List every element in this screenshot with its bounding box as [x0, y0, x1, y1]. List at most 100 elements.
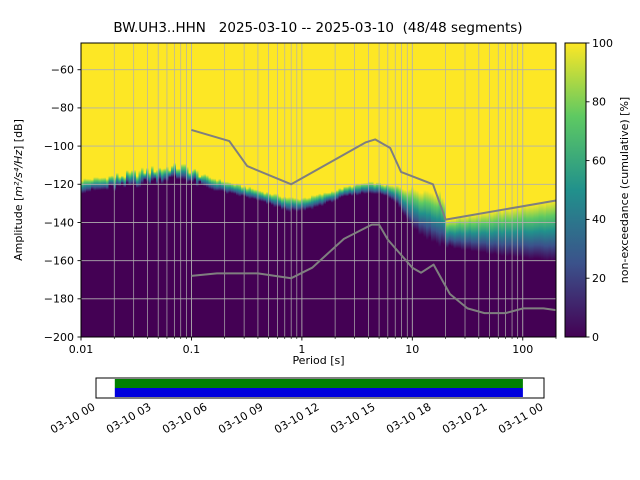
y-tick-label: −100 — [44, 140, 74, 153]
x-tick-label: 0.1 — [183, 343, 201, 356]
heatmap-strip — [236, 43, 239, 337]
timeline-date-label: 03-11 00 — [496, 400, 545, 436]
heatmap-strip — [386, 43, 389, 337]
heatmap-strip — [103, 43, 107, 337]
heatmap-strip — [98, 43, 102, 337]
heatmap-strip — [163, 43, 167, 337]
heatmap-strip — [123, 43, 127, 337]
timeline-date-label: 03-10 06 — [160, 400, 209, 436]
heatmap-strip — [331, 43, 334, 337]
heatmap-strip — [443, 43, 447, 337]
heatmap-strip — [461, 43, 464, 337]
timeline-date-label: 03-10 18 — [384, 400, 433, 436]
heatmap-strip — [161, 43, 164, 337]
heatmap-strip — [238, 43, 242, 337]
heatmap-strip — [481, 43, 484, 337]
heatmap-strip — [398, 43, 402, 337]
heatmap-strip — [256, 43, 259, 337]
heatmap-strip — [271, 43, 274, 337]
x-tick-label: 10 — [405, 343, 419, 356]
nlnm-noise-model-curve — [191, 223, 557, 315]
figure-title: BW.UH3..HHN 2025-03-10 -- 2025-03-10 (48… — [113, 20, 522, 36]
timeline-date-label: 03-10 21 — [440, 400, 489, 436]
heatmap-strip — [353, 43, 357, 337]
heatmap-strip — [391, 43, 394, 337]
heatmap-strip — [96, 43, 99, 337]
heatmap-strip — [281, 43, 284, 337]
heatmap-strip — [268, 43, 272, 337]
heatmap-strip — [371, 43, 374, 337]
heatmap-strip — [468, 43, 472, 337]
heatmap-strip — [381, 43, 384, 337]
heatmap-strip — [483, 43, 487, 337]
heatmap-strip — [363, 43, 367, 337]
heatmap-strip — [141, 43, 144, 337]
heatmap-strip — [158, 43, 162, 337]
heatmap-strip — [451, 43, 454, 337]
heatmap-strip — [328, 43, 332, 337]
heatmap-strip — [396, 43, 399, 337]
heatmap-strip — [288, 43, 292, 337]
heatmap-strip — [113, 43, 117, 337]
x-axis-label: Period [s] — [292, 354, 344, 367]
y-tick-label: −140 — [44, 216, 74, 229]
y-tick-label: −60 — [51, 64, 74, 77]
heatmap-strip — [208, 43, 212, 337]
heatmap-strip — [431, 43, 434, 337]
heatmap-strip — [218, 43, 222, 337]
heatmap-strip — [373, 43, 377, 337]
heatmap-strip — [476, 43, 479, 337]
heatmap-strip — [346, 43, 349, 337]
heatmap-strip — [201, 43, 204, 337]
heatmap-strip — [338, 43, 342, 337]
y-tick-label: −200 — [44, 331, 74, 344]
heatmap-strip — [303, 43, 307, 337]
heatmap-strip — [286, 43, 289, 337]
heatmap-strip — [388, 43, 392, 337]
heatmap-strip — [473, 43, 477, 337]
heatmap-strip — [501, 43, 504, 337]
heatmap-strip — [541, 43, 544, 337]
colorbar-tick-label: 100 — [592, 37, 613, 50]
heatmap-strip — [471, 43, 474, 337]
heatmap-strip — [221, 43, 224, 337]
heatmap-strip — [423, 43, 427, 337]
heatmap-strip — [151, 43, 154, 337]
heatmap-strip — [448, 43, 452, 337]
heatmap-strip — [341, 43, 344, 337]
heatmap-strip — [323, 43, 327, 337]
heatmap-strip — [108, 43, 112, 337]
heatmap-strip — [193, 43, 197, 337]
heatmap-strip — [413, 43, 417, 337]
heatmap-strip — [273, 43, 277, 337]
heatmap-strip — [511, 43, 514, 337]
heatmap-strip — [101, 43, 104, 337]
heatmap-strip — [253, 43, 257, 337]
heatmap-strip — [543, 43, 547, 337]
heatmap-strip — [321, 43, 324, 337]
heatmap-strip — [133, 43, 137, 337]
y-axis-label-post: ] [dB] — [12, 119, 25, 150]
colorbar — [565, 43, 586, 337]
heatmap-strip — [308, 43, 312, 337]
heatmap-strip — [251, 43, 254, 337]
heatmap-strip — [116, 43, 119, 337]
heatmap-strip — [343, 43, 347, 337]
heatmap-strip — [241, 43, 244, 337]
heatmap-strip — [248, 43, 252, 337]
timeline-date-label: 03-10 15 — [328, 400, 377, 436]
heatmap-strip — [336, 43, 339, 337]
heatmap-strip — [153, 43, 157, 337]
heatmap-strip — [436, 43, 439, 337]
heatmap-strip — [301, 43, 304, 337]
heatmap-strip — [258, 43, 262, 337]
heatmap-strip — [266, 43, 269, 337]
heatmap-strip — [546, 43, 549, 337]
heatmap-strip — [418, 43, 422, 337]
heatmap-strip — [188, 43, 192, 337]
heatmap-strip — [291, 43, 294, 337]
heatmap-strip — [441, 43, 444, 337]
heatmap-strip — [528, 43, 532, 337]
